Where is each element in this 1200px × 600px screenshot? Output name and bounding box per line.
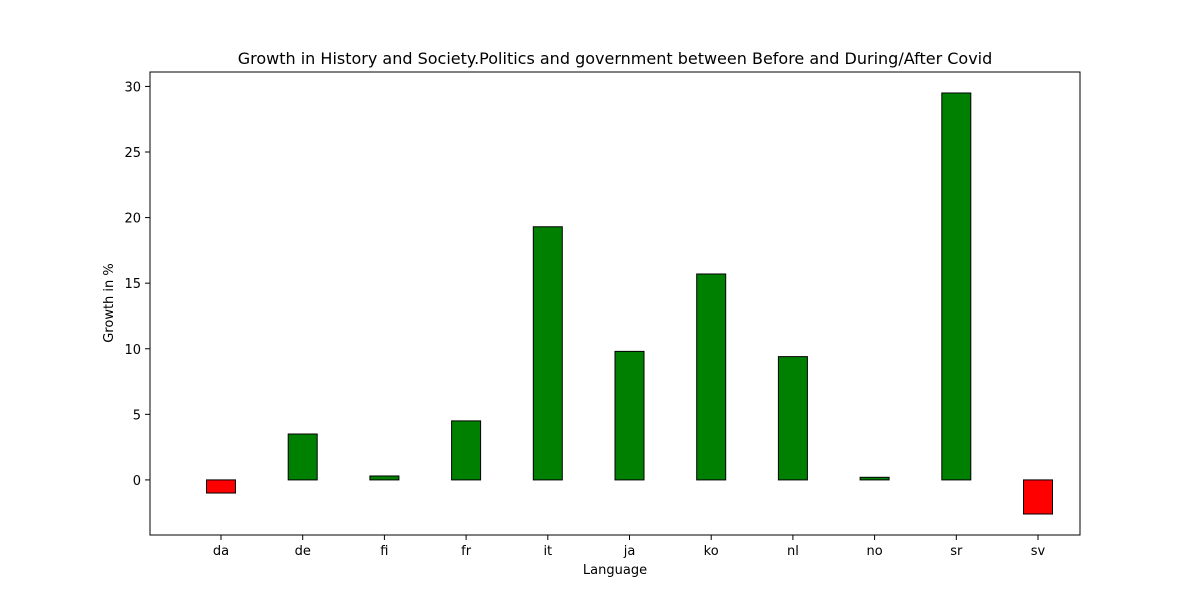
x-axis: da de fi fr it ja ko nl no sr sv <box>213 535 1046 559</box>
x-axis-label: Language <box>583 563 647 578</box>
y-tick-label: 5 <box>133 408 141 423</box>
y-tick-label: 25 <box>124 146 141 161</box>
y-tick-label: 20 <box>124 212 141 227</box>
bar-de <box>287 433 318 481</box>
chart-title: Growth in History and Society.Politics a… <box>238 49 993 68</box>
x-tick-label-it: it <box>543 544 552 559</box>
y-axis: 0 5 10 15 20 25 30 <box>124 80 150 489</box>
x-tick-label-fr: fr <box>461 544 472 559</box>
x-tick-label-ja: ja <box>623 544 636 559</box>
x-tick-label-sv: sv <box>1031 544 1046 559</box>
bar-fi <box>369 475 400 481</box>
bar-da <box>206 479 236 494</box>
x-tick-label-fi: fi <box>380 544 388 559</box>
y-tick-label: 10 <box>124 343 141 358</box>
x-tick-label-ko: ko <box>704 544 719 559</box>
y-tick-label: 15 <box>124 277 141 292</box>
bar-ja <box>614 350 645 481</box>
x-tick-label-sr: sr <box>950 544 963 559</box>
bar-it <box>532 226 563 481</box>
bar-nl <box>777 356 808 481</box>
y-tick-label: 30 <box>124 80 141 95</box>
bars <box>206 92 1053 515</box>
x-tick-label-nl: nl <box>787 544 799 559</box>
bar-sr <box>941 92 972 481</box>
bar-ko <box>696 273 727 481</box>
y-tick-label: 0 <box>133 474 141 489</box>
bar-no <box>859 476 890 481</box>
bar-sv <box>1023 479 1053 515</box>
x-tick-label-no: no <box>866 544 882 559</box>
y-axis-label: Growth in % <box>102 263 117 343</box>
plot-area <box>149 71 1081 536</box>
x-tick-label-de: de <box>295 544 311 559</box>
x-tick-label-da: da <box>213 544 229 559</box>
bar-fr <box>451 420 482 481</box>
